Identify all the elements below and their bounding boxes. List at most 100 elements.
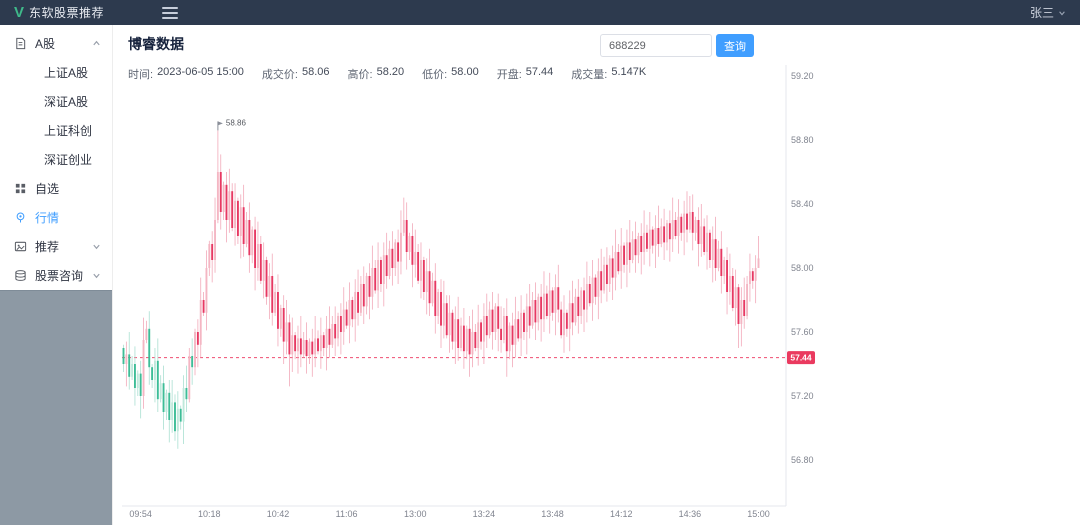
candle-body xyxy=(154,360,156,380)
candle-body xyxy=(680,216,683,233)
candle-body xyxy=(660,226,663,244)
candle-body xyxy=(743,300,746,316)
candle-body xyxy=(517,319,520,339)
candle-body xyxy=(723,260,726,276)
candle-body xyxy=(148,328,151,368)
candle-body xyxy=(311,341,314,355)
search-button[interactable]: 查询 xyxy=(716,34,754,57)
candle-body xyxy=(179,408,182,422)
candle-body xyxy=(196,332,199,345)
sidebar-item-stock-news[interactable]: 股票咨询 xyxy=(0,261,112,290)
location-icon xyxy=(16,212,25,223)
candle-body xyxy=(454,319,457,342)
candle-body xyxy=(734,287,737,308)
candle-body xyxy=(445,303,448,336)
candle-body xyxy=(365,276,368,307)
candle-body xyxy=(640,236,643,252)
candle-body xyxy=(362,284,365,307)
candle-body xyxy=(488,309,491,336)
candle-body xyxy=(688,212,691,230)
candle-body xyxy=(597,271,600,297)
hamburger-icon[interactable] xyxy=(162,6,179,19)
username: 张三 xyxy=(1029,6,1054,20)
candle-body xyxy=(548,290,551,316)
candle-body xyxy=(211,244,214,260)
candle-body xyxy=(580,290,583,316)
x-axis-label: 09:54 xyxy=(129,509,152,519)
info-label: 时间: xyxy=(128,69,154,81)
candle-body xyxy=(677,216,680,236)
ref-price-badge xyxy=(787,351,815,365)
candle-body xyxy=(236,200,239,236)
main-content: 博睿数据 查询 时间:2023-06-05 15:00 成交价:58.06 高价… xyxy=(120,25,1080,525)
candle-body xyxy=(334,324,337,339)
sidebar-item-quotes[interactable]: 行情 xyxy=(0,203,112,232)
candle-body xyxy=(328,328,331,345)
candle-body xyxy=(337,316,339,339)
candle-body xyxy=(139,373,142,396)
info-label: 成交量: xyxy=(571,69,608,81)
candle-body xyxy=(291,335,294,355)
ref-price-badge-label: 57.44 xyxy=(790,353,812,363)
candle-body xyxy=(563,312,565,336)
x-axis-label: 14:36 xyxy=(679,509,702,519)
candle-body xyxy=(482,316,485,342)
document-icon xyxy=(16,37,26,50)
candle-body xyxy=(651,229,654,246)
candle-body xyxy=(322,335,325,348)
candle-body xyxy=(668,223,671,240)
candle-body xyxy=(268,276,271,297)
candle-body xyxy=(420,260,422,281)
candle-body xyxy=(637,236,640,256)
candle-body xyxy=(305,340,308,356)
info-value: 5.147K xyxy=(611,66,647,78)
candle-body xyxy=(617,252,620,272)
candle-body xyxy=(199,300,202,345)
candle-body xyxy=(448,312,451,336)
candle-body xyxy=(162,383,165,412)
candle-body xyxy=(171,402,174,420)
candle-body xyxy=(674,220,677,236)
candle-body xyxy=(583,290,585,310)
candle-body xyxy=(391,248,394,268)
candle-body xyxy=(465,328,468,352)
candle-body xyxy=(251,229,254,256)
candle-body xyxy=(746,284,749,316)
sidebar-item-sh-star[interactable]: 上证科创 xyxy=(44,124,93,138)
sidebar-item-a-shares[interactable]: A股 xyxy=(0,29,112,58)
candle-body xyxy=(720,248,723,276)
candle-body xyxy=(502,316,505,340)
candle-body xyxy=(588,284,591,304)
candle-body xyxy=(379,260,382,284)
candle-body xyxy=(537,296,540,323)
sidebar-item-recommend[interactable]: 推荐 xyxy=(0,232,112,261)
sidebar-item-sz-gem[interactable]: 深证创业 xyxy=(44,153,93,167)
sidebar-item-sz-a[interactable]: 深证A股 xyxy=(44,95,89,109)
candle-body xyxy=(757,258,760,268)
y-axis-label: 59.20 xyxy=(791,71,814,81)
candle-body xyxy=(437,292,440,316)
candle-body xyxy=(554,287,557,313)
info-label: 高价: xyxy=(347,69,373,81)
chevron-up-icon xyxy=(93,40,100,46)
candle-body xyxy=(551,290,554,313)
sidebar-item-label: 推荐 xyxy=(35,240,60,254)
candle-body xyxy=(219,172,222,212)
candle-body xyxy=(748,271,751,284)
candlestick-chart[interactable]: 59.20 58.80 58.40 58.00 57.60 57.20 56.80 09:54… xyxy=(120,57,1080,525)
candle-body xyxy=(714,239,717,268)
candle-body xyxy=(568,303,571,329)
candle-body xyxy=(440,292,442,326)
sidebar-item-watchlist[interactable]: 自选 xyxy=(0,174,112,203)
stock-code-input[interactable] xyxy=(600,34,712,57)
info-value: 58.20 xyxy=(376,66,405,78)
candle-body xyxy=(191,356,194,368)
candle-body xyxy=(282,308,285,342)
user-menu[interactable]: 张三 xyxy=(1030,4,1066,21)
sidebar-item-sh-a[interactable]: 上证A股 xyxy=(44,66,89,80)
candle-body xyxy=(145,328,148,340)
candle-body xyxy=(159,383,162,400)
candle-body xyxy=(600,271,603,291)
candle-body xyxy=(654,228,657,246)
high-marker-label: 58.86 xyxy=(226,118,247,127)
